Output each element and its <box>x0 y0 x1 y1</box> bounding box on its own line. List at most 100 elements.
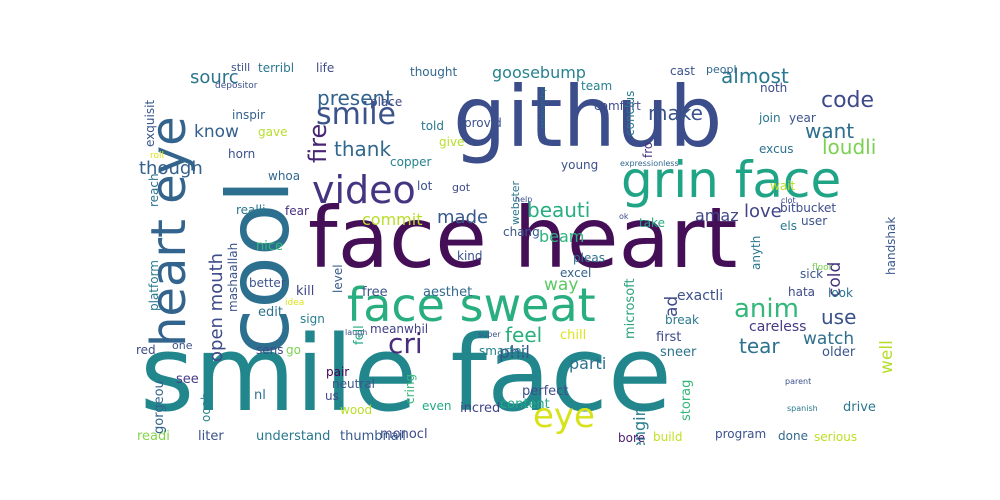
word-meanwhil: meanwhil <box>370 322 429 336</box>
word-done: done <box>778 429 808 443</box>
word-got: got <box>452 181 471 194</box>
word-loudli: loudli <box>822 135 877 159</box>
word-watch: watch <box>803 329 855 349</box>
word-red: red <box>136 343 156 357</box>
word-chill: chill <box>560 328 587 343</box>
word-anim: anim <box>734 294 799 324</box>
word-amaz: amaz <box>695 206 739 225</box>
word-go: go <box>286 343 301 357</box>
word-conclus: conclus <box>623 90 637 136</box>
word-idea: idea <box>285 298 305 308</box>
word-see: see <box>176 372 199 387</box>
word-give: give <box>439 135 465 149</box>
word-clot: clot <box>781 196 796 205</box>
word-kind: kind <box>457 249 483 263</box>
word-nl: nl <box>254 388 266 403</box>
word-fear: fear <box>285 204 309 218</box>
word-team: team <box>581 79 613 93</box>
word-first: first <box>656 330 682 345</box>
word-make: make <box>648 101 703 125</box>
word-hata: hata <box>788 285 816 299</box>
word-els: els <box>780 219 797 233</box>
word-github: github <box>453 68 723 166</box>
word-pleas: pleas <box>573 251 605 265</box>
word-almost: almost <box>721 64 789 88</box>
word-life: life <box>316 61 335 75</box>
word-lot: lot <box>417 179 433 193</box>
word-edit: edit <box>258 305 283 320</box>
word-depositor: depositor <box>215 81 258 91</box>
word-join: join <box>759 111 781 125</box>
word-serious: serious <box>814 430 858 444</box>
word-super: super <box>478 330 501 339</box>
word-well: well <box>877 340 896 374</box>
word-look: look <box>828 286 853 300</box>
word-older: older <box>822 345 856 360</box>
word-sourc: sourc <box>190 67 239 88</box>
word-storag: storag <box>679 379 694 421</box>
word-whoa: whoa <box>268 169 301 183</box>
word-smile-face: smile face <box>140 313 672 435</box>
word-sneer: sneer <box>660 345 697 360</box>
word-face-heart: face heart <box>308 189 738 287</box>
word-wait: wait <box>770 179 796 193</box>
word-code: code <box>821 88 875 113</box>
word-thank: thank <box>334 137 392 161</box>
word-readi: readi <box>137 429 170 444</box>
word-copper: copper <box>390 155 432 169</box>
word-use: use <box>821 305 857 329</box>
word-kill: kill <box>296 284 315 299</box>
word-still: still <box>231 61 251 74</box>
word-break: break <box>665 313 699 327</box>
word-parent: parent <box>785 377 812 386</box>
word-video: video <box>312 168 416 212</box>
word-spanish: spanish <box>787 404 818 413</box>
word-comfort: comfort <box>594 99 641 113</box>
word-peopl: peopl <box>706 63 737 76</box>
word-perfect: perfect <box>522 384 569 399</box>
word-help: help <box>515 195 533 204</box>
word-told: told <box>421 119 444 133</box>
word-handshak: handshak <box>884 216 896 275</box>
word-realli: realli <box>236 203 266 217</box>
word-inspir: inspir <box>232 108 266 122</box>
word-one: one <box>172 339 193 352</box>
word-parti: parti <box>569 354 607 373</box>
word-floor: floor <box>812 263 833 273</box>
word-cast: cast <box>670 64 695 78</box>
word-cri: cri <box>388 327 423 360</box>
word-commit: commit <box>362 210 423 229</box>
word-phil: phil <box>499 343 531 363</box>
word-year: year <box>789 111 816 125</box>
word-careless: careless <box>749 319 807 335</box>
word-drive: drive <box>843 400 876 415</box>
word-made: made <box>437 207 489 228</box>
word-though: though <box>139 158 203 179</box>
word-platform: platform <box>147 260 161 311</box>
word-present: present <box>317 86 394 110</box>
word-feel: feel <box>505 323 543 347</box>
word-sens: sens <box>256 343 284 357</box>
word-gave: gave <box>258 125 288 139</box>
word-grin-face: grin face <box>621 151 842 209</box>
word-chang: chang <box>503 225 540 239</box>
word-noth: noth <box>760 81 788 95</box>
word-bore: bore <box>618 431 646 445</box>
word-love: love <box>744 201 782 222</box>
word-sign: sign <box>300 312 325 326</box>
word-expressionless: expressionless <box>620 159 679 168</box>
word-mashaallah: mashaallah <box>226 242 240 312</box>
word-provid: provid <box>464 116 502 130</box>
word-laugh: laugh <box>345 328 368 337</box>
word-know: know <box>194 122 239 142</box>
word-us: us <box>325 389 339 403</box>
word-user: user <box>801 214 828 228</box>
word-nice: nice <box>256 239 283 254</box>
word-tear: tear <box>739 334 780 358</box>
word-incred: incred <box>460 401 501 416</box>
word-open-mouth: open mouth <box>206 252 227 362</box>
word-sick: sick <box>800 267 824 281</box>
word-excel: excel <box>560 266 592 280</box>
word-cloud: smile face face heart github cool grin face f… <box>125 59 896 445</box>
word-way: way <box>544 275 579 295</box>
